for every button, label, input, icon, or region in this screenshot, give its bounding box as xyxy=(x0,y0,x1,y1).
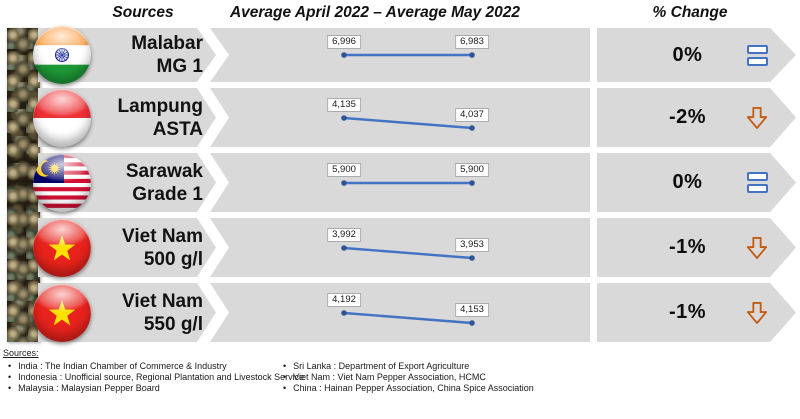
april-value-label: 5,900 xyxy=(327,162,361,177)
row-band xyxy=(38,153,590,212)
change-value: -1% xyxy=(668,301,707,323)
source-name-line2: MG 1 xyxy=(156,56,203,77)
down-arrow-icon xyxy=(744,105,770,131)
footer-sources-left-column: India : The Indian Chamber of Commerce &… xyxy=(8,361,304,394)
source-name-line2: 500 g/l xyxy=(143,248,203,270)
source-name-line2: ASTA xyxy=(152,118,203,140)
source-name-line2: 550 g/l xyxy=(143,313,203,335)
down-arrow-icon xyxy=(744,300,770,326)
mini-line-chart: 4,192 4,153 xyxy=(320,287,490,339)
source-name-line1: Viet Nam xyxy=(122,290,203,312)
change-value: 0% xyxy=(672,171,703,193)
source-name: Malabar MG 1 xyxy=(50,28,203,82)
change-value: 0% xyxy=(672,43,703,66)
source-name-line1: Malabar xyxy=(131,33,203,54)
row-band xyxy=(38,283,590,342)
mini-line-chart: 5,900 5,900 xyxy=(320,157,490,209)
may-value-label: 4,153 xyxy=(455,302,489,317)
price-row: Sarawak Grade 1 5,900 5,900 0% xyxy=(0,153,800,212)
row-band xyxy=(38,88,590,147)
mini-line-chart: 6,996 6,983 xyxy=(320,29,490,81)
row-band xyxy=(38,218,590,277)
source-name: Sarawak Grade 1 xyxy=(50,153,203,212)
footer-sources-right-column: Sri Lanka : Department of Export Agricul… xyxy=(283,361,663,394)
source-name-line1: Lampung xyxy=(117,95,204,117)
mini-line-chart: 3,992 3,953 xyxy=(320,222,490,274)
chevron-divider xyxy=(197,218,229,277)
vietnam-flag-icon xyxy=(33,283,91,342)
india-flag-icon xyxy=(33,26,91,84)
equal-icon xyxy=(744,170,770,196)
source-name-line2: Grade 1 xyxy=(132,183,203,205)
price-row: Viet Nam 550 g/l 4,192 4,153 -1% xyxy=(0,283,800,342)
april-value-label: 4,192 xyxy=(327,292,361,307)
footer-source-item: India : The Indian Chamber of Commerce &… xyxy=(8,361,283,372)
may-value-label: 6,983 xyxy=(455,35,489,49)
mini-line-chart: 4,135 4,037 xyxy=(320,92,490,144)
change-arrow-band xyxy=(597,28,796,82)
vietnam-flag-icon xyxy=(33,218,91,277)
chevron-divider xyxy=(197,88,229,147)
may-value-label: 4,037 xyxy=(455,107,489,122)
april-value-label: 3,992 xyxy=(327,227,361,242)
may-value-label: 5,900 xyxy=(455,162,489,177)
price-row: Viet Nam 500 g/l 3,992 3,953 -1% xyxy=(0,218,800,277)
indonesia-flag-icon xyxy=(33,88,91,147)
row-band xyxy=(38,28,590,82)
source-name: Viet Nam 500 g/l xyxy=(50,218,203,277)
period-column-header: Average April 2022 – Average May 2022 xyxy=(229,4,521,21)
source-name: Lampung ASTA xyxy=(50,88,204,147)
footer-source-item: Malaysia : Malaysian Pepper Board xyxy=(8,383,283,394)
footer-source-item: Sri Lanka : Department of Export Agricul… xyxy=(283,361,663,372)
equal-icon xyxy=(744,42,770,68)
april-value-label: 6,996 xyxy=(327,35,361,49)
change-column-header: % Change xyxy=(652,4,728,21)
footer-source-item: Viet Nam : Viet Nam Pepper Association, … xyxy=(283,372,663,383)
price-row: Lampung ASTA 4,135 4,037 -2% xyxy=(0,88,800,147)
footer-sources: Sources: India : The Indian Chamber of C… xyxy=(3,348,797,393)
change-arrow-band xyxy=(597,153,796,212)
footer-source-item: Indonesia : Unofficial source, Regional … xyxy=(8,372,304,383)
sources-column-header: Sources xyxy=(112,4,174,21)
down-arrow-icon xyxy=(744,235,770,261)
source-name: Viet Nam 550 g/l xyxy=(50,283,203,342)
price-row: Malabar MG 1 6,996 6,983 0% xyxy=(0,26,800,84)
change-value: -2% xyxy=(668,106,707,128)
chevron-divider xyxy=(197,283,229,342)
change-value: -1% xyxy=(668,236,707,258)
source-name-line1: Viet Nam xyxy=(122,225,203,247)
may-value-label: 3,953 xyxy=(455,237,489,252)
footer-sources-title: Sources: xyxy=(3,348,39,358)
source-name-line1: Sarawak xyxy=(125,160,203,182)
chevron-divider xyxy=(197,28,229,82)
malaysia-flag-icon xyxy=(33,153,91,212)
april-value-label: 4,135 xyxy=(327,97,361,112)
chevron-divider xyxy=(197,153,229,212)
footer-source-item: China : Hainan Pepper Association, China… xyxy=(283,383,663,394)
